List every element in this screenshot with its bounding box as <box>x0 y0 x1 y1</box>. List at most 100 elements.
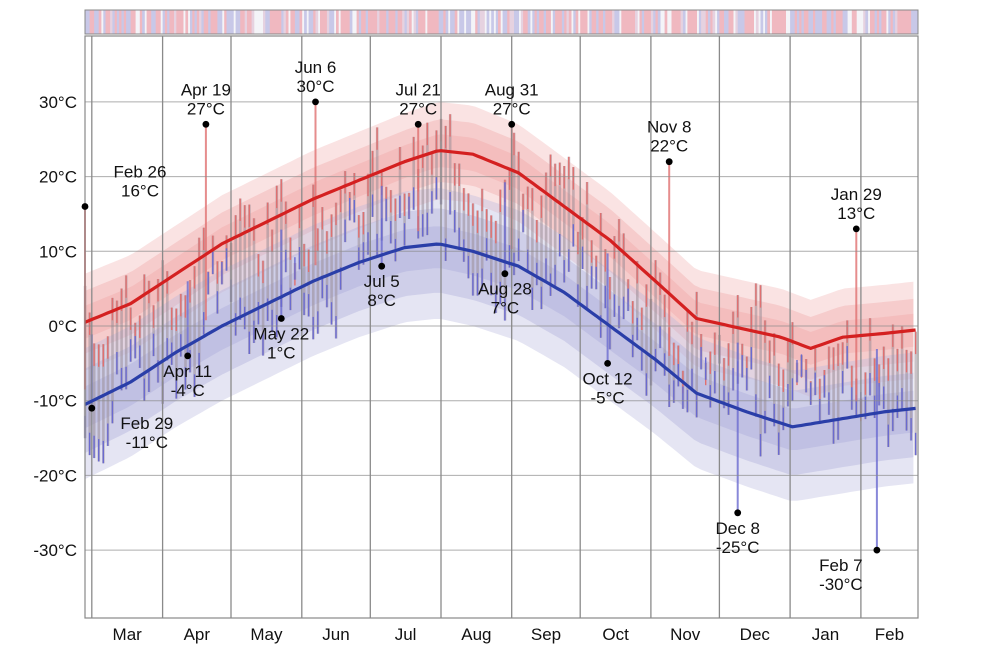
strip-day <box>616 10 620 34</box>
strip-day <box>247 10 250 34</box>
annotation-date: May 22 <box>253 325 309 344</box>
strip-day <box>249 10 252 34</box>
annotation: Jun 630°C <box>295 58 337 106</box>
x-month-label: Apr <box>184 625 211 644</box>
strip-day <box>863 10 866 34</box>
extreme-point <box>604 360 611 367</box>
strip-day <box>703 10 707 34</box>
y-tick-label: 0°C <box>48 317 77 336</box>
strip-day <box>87 10 90 34</box>
strip-day <box>349 10 353 34</box>
strip-day <box>838 10 841 34</box>
strip-day <box>178 10 182 34</box>
daily-bar <box>243 205 247 330</box>
strip-day <box>596 10 599 34</box>
daily-bar <box>882 346 886 409</box>
annotation-value: 27°C <box>493 99 531 118</box>
daily-bar <box>357 215 361 270</box>
strip-day <box>559 10 563 34</box>
strip-day <box>294 10 298 34</box>
strip-day <box>664 10 668 34</box>
strip-day <box>728 10 732 34</box>
daily-bar <box>325 231 329 308</box>
strip-day <box>383 10 387 34</box>
strip-day <box>292 10 296 34</box>
daily-bar <box>909 351 913 441</box>
strip-day <box>224 10 227 34</box>
strip-day <box>840 10 843 34</box>
daily-bar <box>499 189 502 305</box>
strip-day <box>819 10 823 34</box>
daily-bar <box>152 305 155 357</box>
strip-day <box>91 10 95 34</box>
x-month-label: Feb <box>875 625 904 644</box>
strip-day <box>589 10 592 34</box>
strip-day <box>347 10 351 34</box>
strip-day <box>692 10 695 34</box>
daily-bar <box>239 198 242 320</box>
daily-bar <box>389 190 393 244</box>
strip-day <box>803 10 807 34</box>
strip-day <box>153 10 157 34</box>
strip-day <box>162 10 166 34</box>
strip-day <box>591 10 595 34</box>
strip-day <box>139 10 143 34</box>
strip-day <box>813 10 816 34</box>
strip-day <box>582 10 586 34</box>
strip-day <box>299 10 303 34</box>
annotation-value: -30°C <box>819 575 863 594</box>
daily-bar <box>608 277 612 350</box>
daily-bar <box>193 266 196 397</box>
strip-day <box>801 10 805 34</box>
y-tick-label: -10°C <box>33 392 77 411</box>
strip-day <box>231 10 234 34</box>
average-lines <box>84 149 916 429</box>
daily-bar <box>124 275 128 390</box>
strip-border <box>84 9 919 35</box>
annotation-date: Jun 6 <box>295 58 337 77</box>
strip-day <box>557 10 561 34</box>
strip-day <box>242 10 246 34</box>
strip-day <box>276 10 280 34</box>
strip-day <box>890 10 894 34</box>
extreme-point <box>665 158 673 166</box>
strip-day <box>443 10 446 34</box>
strip-day <box>390 10 394 34</box>
annotation-value: -25°C <box>716 538 760 557</box>
strip-day <box>771 10 775 34</box>
strip-day <box>356 10 360 34</box>
daily-bar <box>412 136 415 210</box>
daily-bar <box>531 188 534 310</box>
strip-day <box>844 10 848 34</box>
daily-bar <box>467 193 470 279</box>
daily-bar <box>782 369 785 431</box>
extreme-point <box>202 120 210 128</box>
strip-day <box>427 10 430 34</box>
strip-day <box>598 10 602 34</box>
strip-day <box>650 10 654 34</box>
daily-bar <box>97 344 101 462</box>
daily-bar <box>690 321 694 392</box>
strip-day <box>281 10 284 34</box>
strip-day <box>794 10 798 34</box>
daily-bar <box>471 203 475 296</box>
daily-bar <box>394 198 397 262</box>
strip-day <box>593 10 597 34</box>
annotation-value: 16°C <box>121 182 159 201</box>
daily-bar <box>517 151 520 262</box>
strip-day <box>876 10 880 34</box>
strip-day <box>815 10 818 34</box>
daily-bar <box>768 340 771 399</box>
annotation: Dec 8-25°C <box>715 509 760 557</box>
strip-day <box>196 10 200 34</box>
extreme-point <box>873 546 881 554</box>
strip-day <box>552 10 556 34</box>
strip-day <box>313 10 316 34</box>
annotation-date: Dec 8 <box>715 519 759 538</box>
annotation-value: 27°C <box>399 99 437 118</box>
daily-bar <box>599 213 603 338</box>
y-tick-label: 10°C <box>39 242 77 261</box>
